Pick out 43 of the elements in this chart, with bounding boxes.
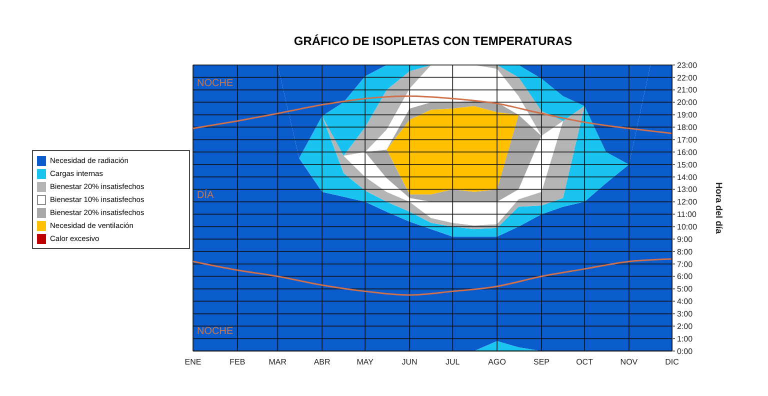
line-series xyxy=(193,95,672,134)
x-tick-label: MAR xyxy=(268,358,287,367)
y2-tick-label: 7:00 xyxy=(677,260,694,269)
y2-tick-label: 13:00 xyxy=(677,185,698,194)
annotation: NOCHE xyxy=(197,326,234,338)
x-tick-label: SEP xyxy=(533,358,550,367)
y2-tick-label: 21:00 xyxy=(677,86,698,95)
y2-tick-label: 1:00 xyxy=(677,334,694,344)
x-tick-label: AGO xyxy=(488,358,506,367)
x-tick-label: ABR xyxy=(314,358,331,367)
y2-tick-label: 5:00 xyxy=(677,284,694,294)
y2-tick-label: 6:00 xyxy=(677,272,694,282)
y2-tick-label: 22:00 xyxy=(677,73,698,82)
y2-tick-label: 10:00 xyxy=(677,222,698,232)
y2-tick-label: 23:00 xyxy=(677,60,698,70)
annotation: DÍA xyxy=(197,190,214,202)
annotation: NOCHE xyxy=(197,78,234,90)
x-tick-label: OCT xyxy=(576,358,594,367)
y2-tick-label: 0:00 xyxy=(677,346,694,356)
chart-title: GRÁFICO DE ISOPLETAS CON TEMPERATURAS xyxy=(292,34,574,48)
y2-tick-label: 14:00 xyxy=(677,172,698,182)
y2-tick-label: 18:00 xyxy=(677,123,698,132)
x-tick-label: JUN xyxy=(402,358,418,367)
y2-tick-label: 9:00 xyxy=(677,234,694,244)
y2-tick-label: 16:00 xyxy=(677,148,698,157)
x-tick-label: ENE xyxy=(184,358,202,367)
y2-tick-label: 12:00 xyxy=(677,198,698,207)
x-tick-label: DIC xyxy=(665,358,680,367)
x-tick-label: NOV xyxy=(620,358,638,367)
y2-tick-label: 19:00 xyxy=(677,110,698,120)
y2-tick-label: 20:00 xyxy=(677,98,698,108)
y2-axis-title: Hora del día xyxy=(714,182,724,235)
y2-tick-label: 8:00 xyxy=(677,247,694,256)
x-tick-label: JUL xyxy=(445,358,460,367)
y2-tick-label: 15:00 xyxy=(677,160,698,170)
x-tick-label: MAY xyxy=(356,358,374,367)
line-series xyxy=(193,258,672,296)
y2-tick-label: 17:00 xyxy=(677,135,698,144)
y2-tick-label: 11:00 xyxy=(677,210,697,220)
y2-tick-label: 4:00 xyxy=(677,297,694,306)
y2-tick-label: 2:00 xyxy=(677,322,694,331)
x-tick-label: FEB xyxy=(230,358,246,367)
y2-tick-label: 3:00 xyxy=(677,310,694,319)
